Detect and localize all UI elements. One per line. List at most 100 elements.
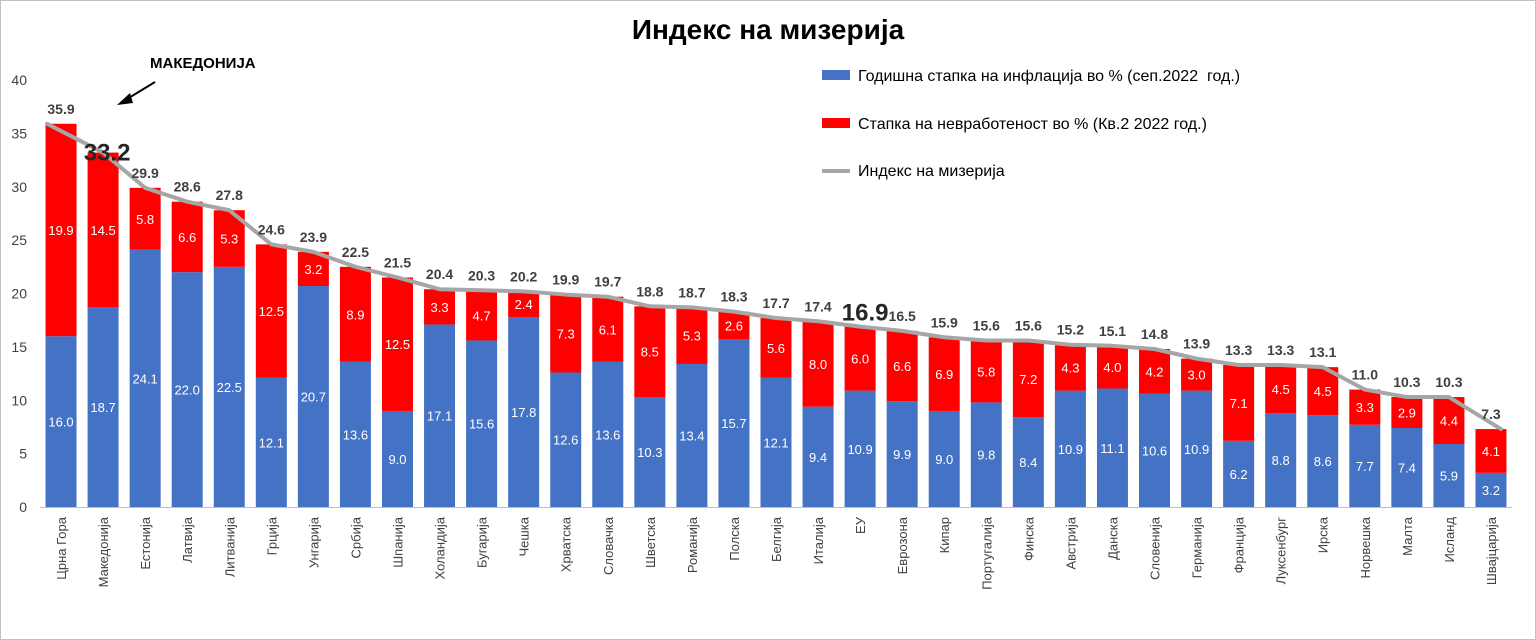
bar-inflation [1139,393,1171,507]
x-tick-label: Луксенбург [1274,517,1289,585]
bar-inflation [129,249,161,508]
annotation-layer: МАКЕДОНИЈА [117,55,256,105]
x-tick-label: Белгија [769,516,784,562]
x-tick-label: Македонија [96,516,111,587]
bar-inflation [550,372,582,507]
bar-unemployment [339,266,371,362]
bar-unemployment [1054,344,1086,391]
x-tick-label: Ирска [1316,516,1331,553]
label-unemployment: 2.4 [515,297,533,312]
label-unemployment: 6.0 [851,352,869,367]
bar-unemployment [381,277,413,411]
bar-inflation [1265,413,1297,507]
x-tick-label: Грција [264,516,279,555]
x-tick-label: Швајцарија [1484,516,1499,585]
bar-inflation [213,266,245,507]
label-unemployment: 7.2 [1019,372,1037,387]
bar-unemployment [1223,365,1255,441]
annotation-text: МАКЕДОНИЈА [150,55,256,72]
label-inflation: 10.9 [1058,442,1083,457]
label-unemployment: 4.5 [1272,382,1290,397]
label-index: 15.1 [1099,323,1126,339]
y-tick-label: 25 [11,232,27,248]
label-index: 20.2 [510,268,537,284]
x-tick-label: Бугарија [475,516,490,568]
bar-inflation [87,307,119,507]
bar-unemployment [550,294,582,373]
label-unemployment: 6.6 [893,359,911,374]
x-tick-label: Финска [1021,516,1036,561]
bar-inflation [1391,428,1423,507]
label-index: 33.2 [84,140,131,167]
x-tick-label: Данска [1105,516,1120,560]
bar-unemployment [760,318,792,378]
label-inflation: 24.1 [132,371,157,386]
x-tick-label: Романија [685,516,700,573]
bar-inflation [928,410,960,507]
label-unemployment: 7.1 [1230,396,1248,411]
legend-swatch-inflation [822,70,850,80]
label-index: 14.8 [1141,326,1168,342]
label-inflation: 9.8 [977,448,995,463]
label-inflation: 22.0 [175,383,200,398]
x-tick-label: Чешка [517,516,532,556]
label-unemployment: 5.3 [220,232,238,247]
bar-inflation [466,340,498,507]
label-unemployment: 7.3 [557,327,575,342]
label-index: 15.6 [1015,317,1042,333]
bar-unemployment [592,296,624,362]
label-index: 18.8 [636,283,663,299]
label-inflation: 10.9 [1184,442,1209,457]
label-unemployment: 4.4 [1440,414,1458,429]
label-inflation: 12.1 [763,435,788,450]
index-line [45,121,1503,432]
label-inflation: 10.3 [637,445,662,460]
label-unemployment: 4.7 [473,308,491,323]
label-index: 21.5 [384,254,411,270]
bar-unemployment [45,123,77,337]
bar-unemployment [718,311,750,340]
bar-inflation [424,324,456,507]
label-index: 15.6 [973,317,1000,333]
bar-inflation [676,363,708,507]
bar-inflation [760,377,792,507]
label-index: 15.9 [931,314,958,330]
bar-inflation [844,390,876,507]
label-inflation: 10.9 [847,442,872,457]
label-index: 13.1 [1309,344,1336,360]
bar-inflation [297,286,329,507]
bar-unemployment [970,340,1002,403]
label-inflation: 20.7 [301,390,326,405]
x-tick-label: Црна Гора [54,516,69,579]
label-inflation: 7.7 [1356,459,1374,474]
bar-inflation [1223,440,1255,507]
bar-unemployment [886,330,918,402]
y-tick-label: 35 [11,125,27,141]
label-unemployment: 3.3 [1356,400,1374,415]
label-inflation: 15.7 [721,416,746,431]
label-inflation: 18.7 [90,400,115,415]
label-index: 22.5 [342,244,369,260]
label-unemployment: 6.9 [935,367,953,382]
x-tick-label: Латвија [180,516,195,562]
legend-label-unemployment: Стапка на невработеност во % (Кв.2 2022 … [858,116,1207,133]
bar-unemployment [1475,429,1507,473]
x-tick-label: Германија [1190,516,1205,578]
label-index: 13.9 [1183,336,1210,352]
label-inflation: 13.6 [595,427,620,442]
label-unemployment: 6.1 [599,322,617,337]
bar-inflation [1012,417,1044,507]
label-unemployment: 4.2 [1145,364,1163,379]
bar-inflation [970,402,1002,507]
label-index: 15.2 [1057,322,1084,338]
label-inflation: 7.4 [1398,461,1416,476]
label-inflation: 11.1 [1100,441,1124,456]
y-tick-label: 40 [11,72,27,88]
label-unemployment: 3.0 [1188,368,1206,383]
bar-inflation [339,361,371,507]
label-inflation: 9.9 [893,447,911,462]
annotation-arrow-head [117,93,133,105]
x-tick-label: Шпанија [390,516,405,568]
bar-unemployment [424,289,456,325]
y-tick-label: 20 [11,286,27,302]
